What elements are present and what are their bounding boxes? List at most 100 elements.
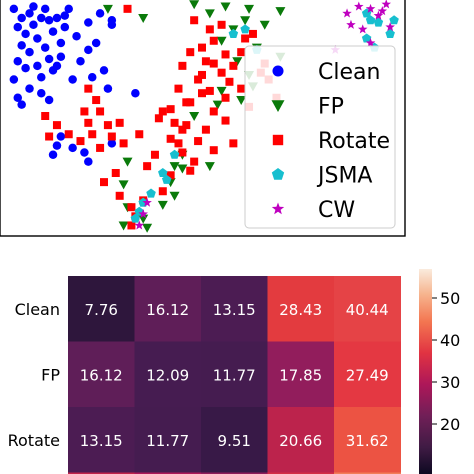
data-point-rotate	[229, 139, 238, 148]
data-point-cw	[138, 209, 148, 219]
data-point-rotate	[111, 169, 120, 177]
data-point-fp	[259, 20, 270, 30]
data-point-clean	[95, 9, 105, 18]
data-point-rotate	[198, 70, 206, 79]
data-point-rotate	[88, 130, 97, 139]
row-labels: Clean FP Rotate	[8, 300, 61, 450]
data-point-fp	[189, 0, 200, 10]
data-point-rotate	[237, 48, 246, 57]
data-point-clean	[25, 9, 34, 18]
data-point-rotate	[198, 43, 206, 52]
data-point-rotate	[190, 157, 199, 166]
data-point-clean	[56, 52, 66, 61]
series-cw	[134, 0, 395, 230]
data-point-rotate	[154, 114, 163, 123]
data-point-rotate	[190, 16, 199, 25]
data-point-clean	[25, 47, 34, 57]
data-point-clean	[52, 13, 62, 23]
row-label-fp: FP	[41, 365, 60, 384]
data-point-rotate	[174, 139, 183, 148]
data-point-rotate	[194, 137, 203, 146]
heatmap-cell	[134, 276, 202, 342]
data-point-rotate	[80, 107, 89, 116]
data-point-rotate	[107, 132, 116, 141]
heatmap-cell	[334, 276, 401, 342]
data-point-rotate	[194, 75, 203, 84]
data-point-jsma	[158, 168, 168, 178]
data-point-clean	[33, 34, 42, 43]
data-point-clean	[52, 61, 62, 71]
data-point-rotate	[217, 68, 226, 77]
data-point-rotate	[52, 121, 61, 130]
heatmap-cell	[201, 341, 268, 408]
data-point-fp	[138, 13, 149, 23]
data-point-fp	[189, 112, 200, 121]
data-point-jsma	[228, 28, 239, 38]
data-point-rotate	[186, 166, 195, 175]
data-point-cw	[377, 6, 388, 16]
heatmap-cell	[134, 407, 202, 473]
data-point-clean	[84, 18, 93, 27]
data-point-rotate	[96, 143, 105, 152]
data-point-clean	[29, 20, 38, 30]
data-point-rotate	[76, 137, 85, 146]
data-point-clean	[56, 132, 66, 141]
data-point-fp	[220, 2, 231, 12]
cell-value: 20.66	[279, 432, 322, 450]
data-point-jsma	[161, 174, 172, 184]
data-point-cw	[373, 10, 384, 20]
data-point-rotate	[186, 98, 195, 107]
data-point-cw	[342, 8, 352, 18]
legend: Clean FP Rotate JSMA CW	[244, 45, 396, 229]
data-point-fp	[212, 100, 223, 110]
data-point-clean	[68, 143, 77, 153]
data-point-rotate	[166, 134, 175, 143]
data-point-rotate	[182, 121, 191, 130]
data-point-rotate	[158, 187, 167, 196]
series-clean	[9, 2, 140, 166]
heatmap-cell	[267, 407, 335, 473]
data-point-clean	[17, 100, 26, 109]
data-point-jsma	[361, 33, 372, 43]
data-point-rotate	[84, 84, 93, 93]
data-point-rotate	[100, 178, 108, 187]
heatmap-cell	[334, 341, 401, 408]
data-point-rotate	[178, 61, 187, 70]
data-point-clean	[33, 61, 42, 71]
data-point-rotate	[41, 112, 50, 120]
legend-label-clean: Clean	[318, 60, 380, 85]
data-point-fp	[142, 223, 153, 233]
data-point-jsma	[365, 15, 376, 25]
data-point-clean	[13, 93, 23, 103]
cell-value: 40.44	[346, 301, 389, 319]
data-point-jsma	[389, 15, 399, 25]
data-point-rotate	[150, 150, 159, 159]
heatmap-cells: 7.76 16.12 13.15 28.43 40.44 16.12 12.09 11.77 1…	[68, 276, 401, 474]
data-point-rotate	[96, 107, 105, 116]
data-point-rotate	[237, 84, 246, 93]
data-point-clean	[60, 22, 70, 32]
colorbar-tick-label: 20	[440, 415, 460, 434]
data-point-fp	[169, 162, 180, 172]
data-point-rotate	[241, 34, 250, 43]
scatter-plot: Clean FP Rotate JSMA CW	[0, 0, 406, 237]
cell-value: 11.77	[146, 432, 189, 450]
data-point-rotate	[198, 89, 206, 98]
cell-value: 28.43	[279, 301, 322, 319]
data-point-clean	[9, 75, 19, 84]
heatmap: Clean FP Rotate 7.76 16.12 13.15 28.43 40.44 16…	[8, 269, 460, 474]
data-point-rotate	[115, 118, 124, 127]
data-point-rotate	[229, 61, 238, 70]
data-point-jsma	[240, 24, 250, 34]
data-point-rotate	[92, 96, 101, 105]
data-point-fp	[204, 9, 215, 19]
data-point-fp	[240, 16, 251, 26]
data-point-clean	[84, 157, 93, 166]
heatmap-cell	[201, 407, 268, 473]
heatmap-cell-partial	[134, 472, 202, 474]
data-point-fp	[102, 4, 113, 14]
data-point-clean	[37, 13, 46, 23]
cell-value: 12.09	[146, 366, 189, 384]
data-point-rotate	[217, 20, 226, 29]
data-point-clean	[131, 88, 140, 98]
